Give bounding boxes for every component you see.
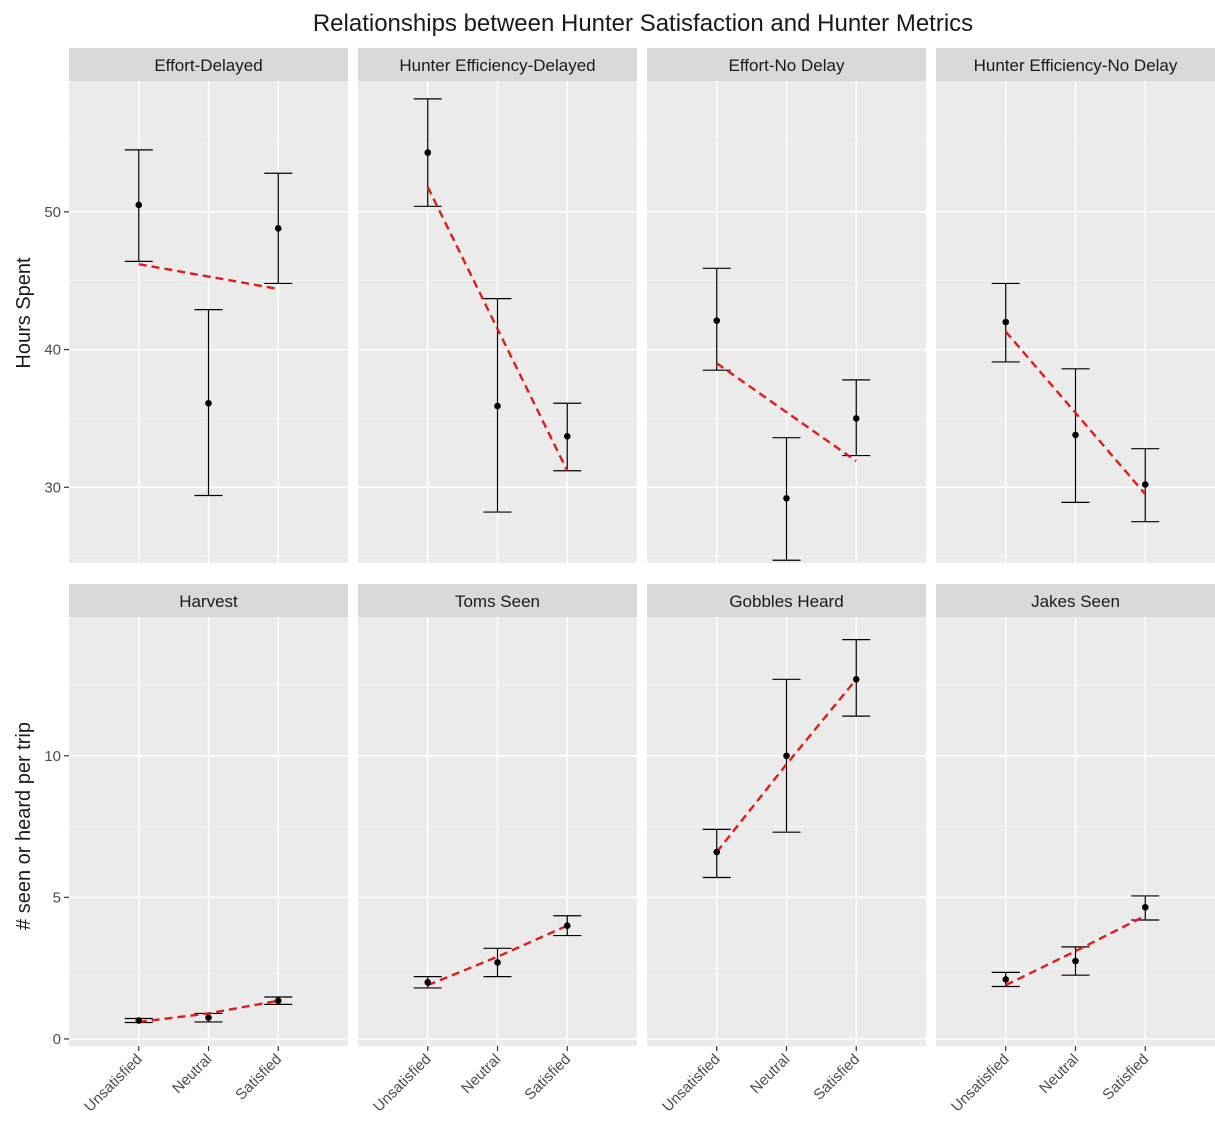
data-point — [1002, 976, 1010, 983]
x-tick-label-unsatisfied: Unsatisfied — [370, 1051, 434, 1115]
facet-panel-effort-delayed: Effort-Delayed — [69, 48, 348, 563]
strip-hunter-efficiency-no-delay — [936, 48, 1215, 81]
x-tick-label-satisfied: Satisfied — [1099, 1051, 1152, 1104]
data-point — [713, 848, 721, 856]
x-tick-label-satisfied: Satisfied — [232, 1051, 285, 1104]
strip-harvest — [69, 584, 348, 617]
x-tick-label-unsatisfied: Unsatisfied — [659, 1051, 723, 1115]
y-axis-title-hours-spent: Hours Spent — [13, 257, 35, 369]
y-tick-label: 30 — [44, 479, 61, 496]
data-point — [135, 201, 143, 209]
data-point — [1141, 481, 1149, 488]
data-point — [274, 225, 282, 232]
data-point — [135, 1017, 143, 1024]
x-tick-label-unsatisfied: Unsatisfied — [948, 1051, 1012, 1115]
x-tick-label-unsatisfied: Unsatisfied — [81, 1051, 145, 1115]
trend-line — [1004, 330, 1147, 495]
data-point — [424, 978, 432, 986]
data-point — [1141, 903, 1149, 911]
facet-panel-gobbles-heard: Gobbles Heard — [647, 584, 926, 1046]
x-tick-label-neutral: Neutral — [458, 1051, 504, 1097]
strip-effort-no-delay — [647, 48, 926, 81]
strip-label-jakes-seen: Jakes Seen — [1031, 592, 1120, 611]
x-tick-label-satisfied: Satisfied — [810, 1051, 863, 1104]
data-point — [852, 675, 860, 683]
strip-gobbles-heard — [647, 584, 926, 617]
data-point — [852, 415, 860, 422]
facet-panel-effort-no-delay: Effort-No Delay — [647, 48, 926, 563]
trend-line — [138, 262, 279, 291]
facet-panels: Effort-Delayed Hunter Efficiency-Delayed E… — [44, 48, 1215, 1115]
trend-line — [716, 362, 857, 463]
chart-title: Relationships between Hunter Satisfactio… — [313, 10, 973, 37]
strip-effort-delayed — [69, 48, 348, 81]
strip-jakes-seen — [936, 584, 1215, 617]
y-tick-label: 0 — [53, 1031, 61, 1048]
strip-label-hunter-efficiency-no-delay: Hunter Efficiency-No Delay — [974, 56, 1178, 75]
data-point — [563, 433, 571, 440]
strip-label-hunter-efficiency-delayed: Hunter Efficiency-Delayed — [399, 56, 595, 75]
x-tick-label-satisfied: Satisfied — [521, 1051, 574, 1104]
strip-toms-seen — [358, 584, 637, 617]
data-point — [494, 959, 501, 966]
trend-line — [426, 186, 569, 472]
data-point — [1072, 957, 1079, 965]
data-point — [713, 317, 721, 324]
data-point — [205, 1014, 212, 1021]
data-point — [1072, 431, 1079, 439]
y-tick-label: 40 — [44, 342, 61, 359]
x-tick-label-neutral: Neutral — [169, 1051, 215, 1097]
facet-panel-jakes-seen: Jakes Seen — [936, 584, 1215, 1046]
data-point — [424, 149, 432, 156]
trend-line — [138, 999, 279, 1024]
y-tick-label: 5 — [53, 889, 61, 906]
strip-label-effort-delayed: Effort-Delayed — [154, 56, 262, 75]
x-tick-label-neutral: Neutral — [1036, 1051, 1082, 1097]
strip-label-gobbles-heard: Gobbles Heard — [729, 592, 843, 611]
y-axis-title-seen-or-heard: # seen or heard per trip — [13, 722, 35, 930]
x-tick-label-neutral: Neutral — [747, 1051, 793, 1097]
y-tick-label: 10 — [44, 748, 61, 765]
data-point — [563, 922, 571, 929]
facet-panel-toms-seen: Toms Seen — [358, 584, 637, 1046]
strip-label-effort-no-delay: Effort-No Delay — [729, 56, 845, 75]
data-point — [1002, 318, 1010, 326]
strip-hunter-efficiency-delayed — [358, 48, 637, 81]
data-point — [274, 997, 282, 1004]
facet-panel-hunter-efficiency-delayed: Hunter Efficiency-Delayed — [358, 48, 637, 563]
facet-panel-hunter-efficiency-no-delay: Hunter Efficiency-No Delay — [936, 48, 1215, 563]
data-point — [205, 399, 212, 407]
y-tick-label: 50 — [44, 204, 61, 221]
strip-label-harvest: Harvest — [179, 592, 238, 611]
data-point — [494, 402, 501, 410]
data-point — [783, 494, 790, 502]
data-point — [783, 752, 790, 760]
facet-panel-harvest: Harvest — [69, 584, 348, 1046]
strip-label-toms-seen: Toms Seen — [455, 592, 540, 611]
trend-line — [715, 678, 858, 853]
